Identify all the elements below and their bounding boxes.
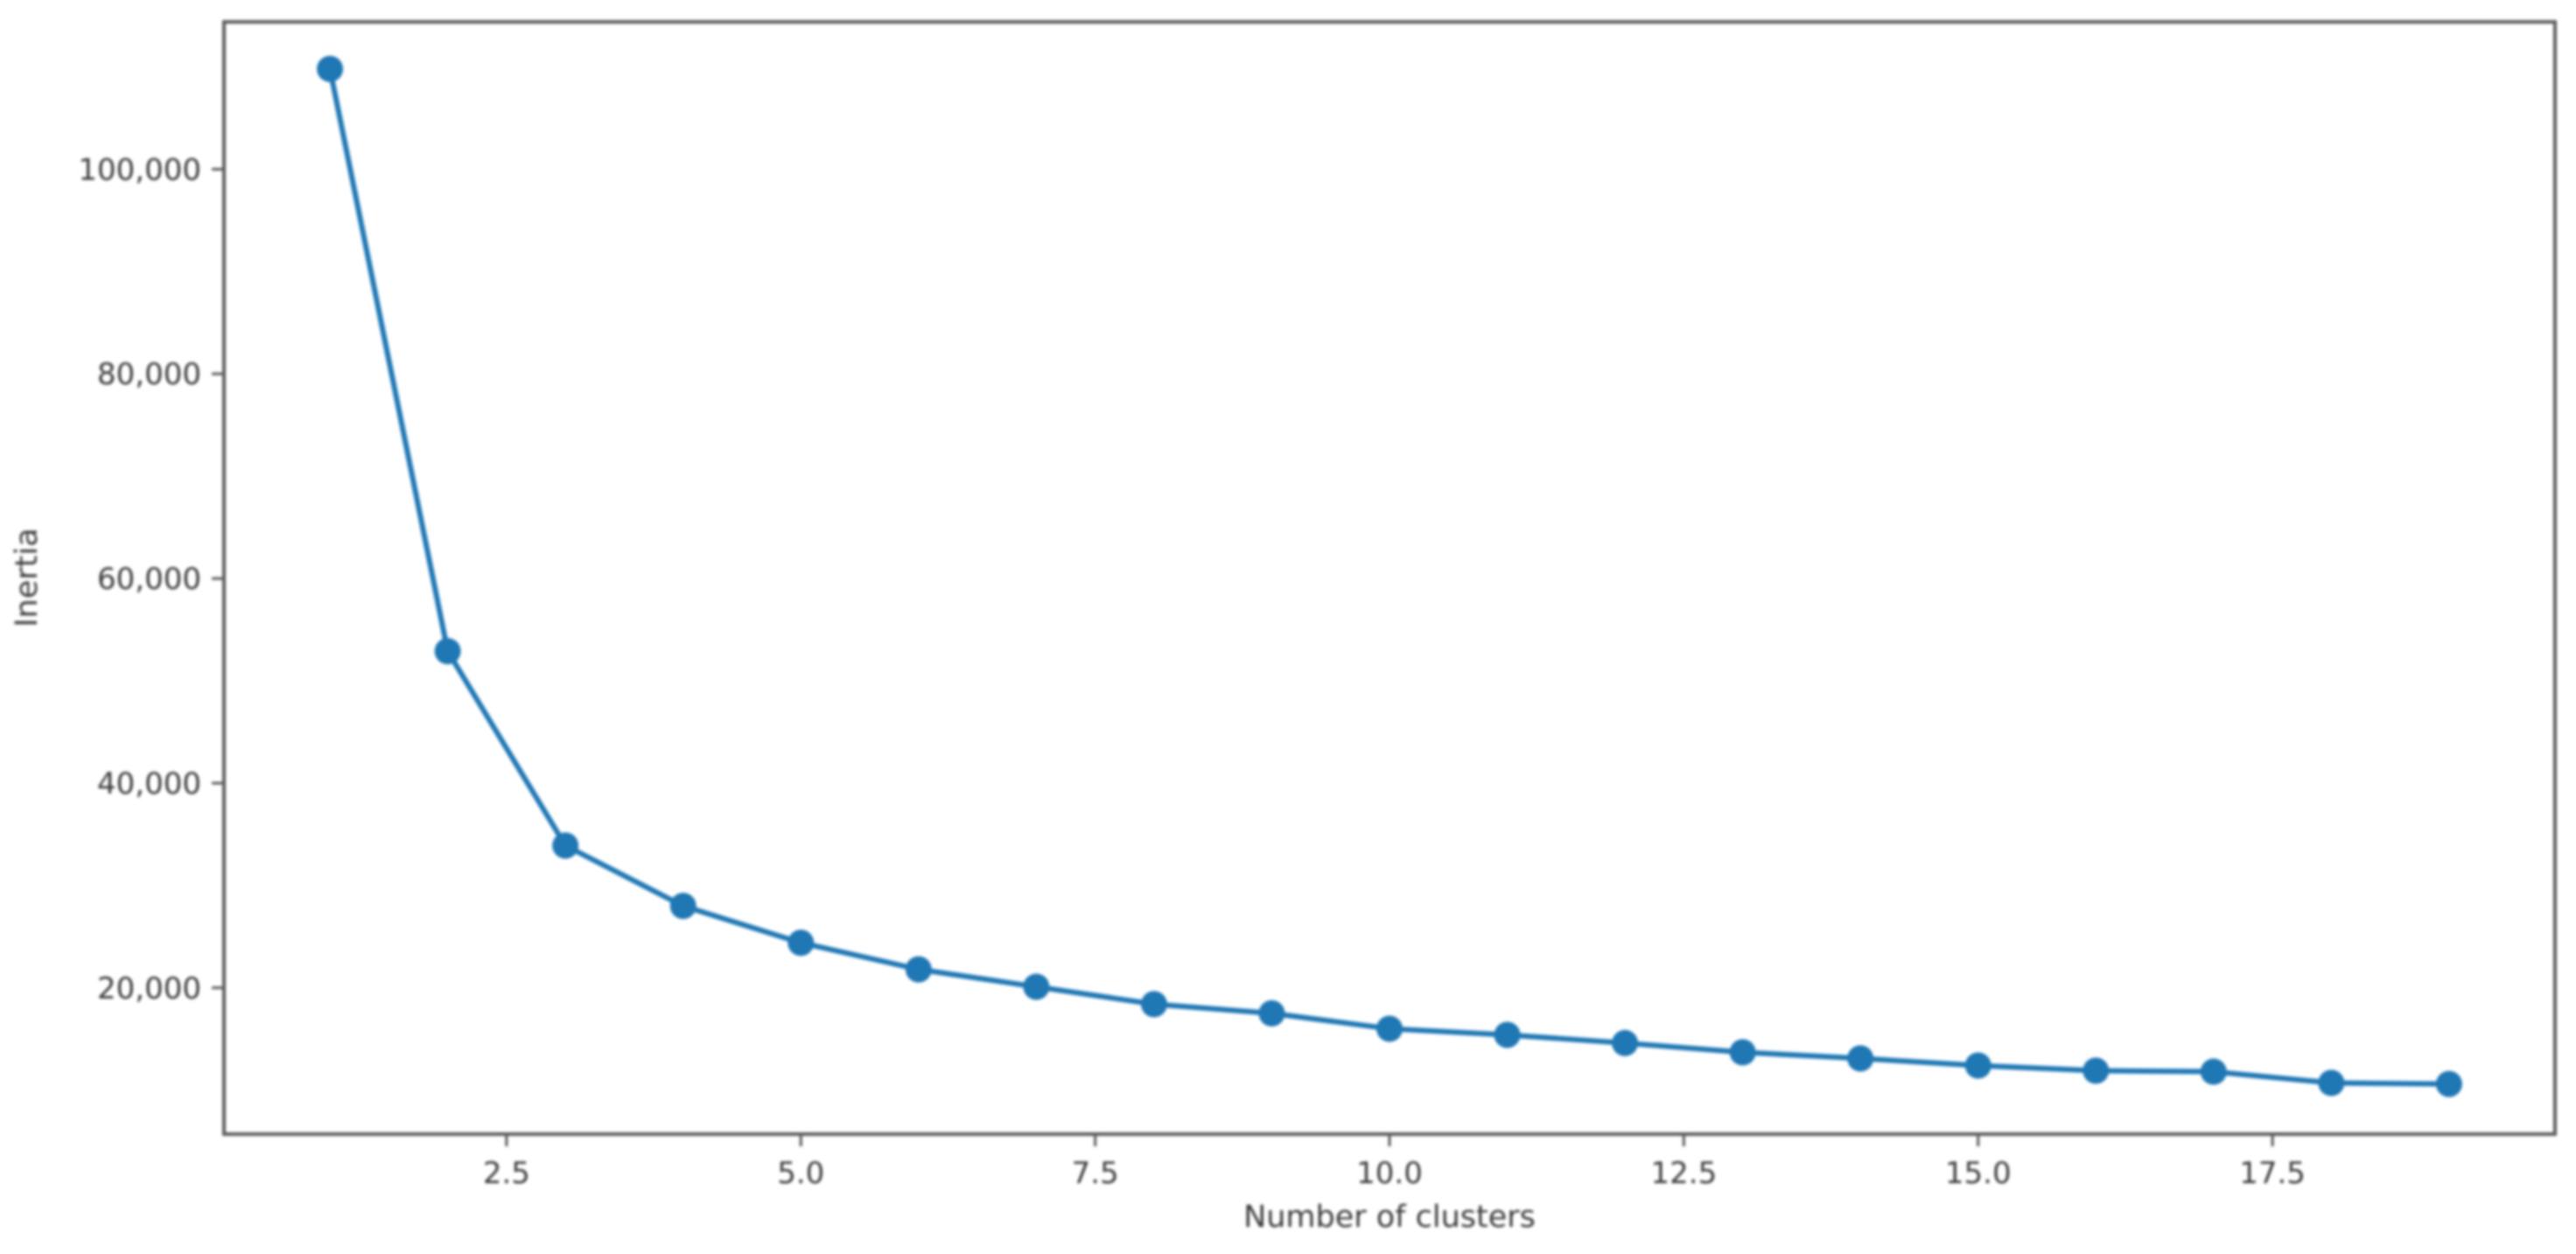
data-point xyxy=(2200,1058,2227,1085)
y-tick-label: 100,000 xyxy=(78,152,201,187)
y-tick-label: 60,000 xyxy=(97,562,201,597)
x-tick-label: 5.0 xyxy=(777,1156,824,1191)
x-axis-label: Number of clusters xyxy=(1243,1200,1536,1235)
y-tick-label: 20,000 xyxy=(97,971,201,1006)
data-point xyxy=(434,638,461,665)
axis-ticks: 2.5 5.0 7.5 10.0 12.5 15.0 17.5 20,000 40,000 60,… xyxy=(78,152,2306,1191)
x-tick-label: 17.5 xyxy=(2239,1156,2306,1191)
series-line xyxy=(327,66,2452,1087)
data-point xyxy=(669,893,696,920)
data-point xyxy=(1729,1039,1756,1066)
x-tick-label: 2.5 xyxy=(483,1156,530,1191)
data-point xyxy=(788,929,815,956)
data-series xyxy=(317,55,2462,1097)
data-point xyxy=(2082,1057,2110,1084)
data-point xyxy=(1494,1021,1521,1048)
x-tick-label: 15.0 xyxy=(1945,1156,2012,1191)
data-point xyxy=(1847,1045,1874,1072)
plot-area-border xyxy=(222,20,2557,1136)
data-point xyxy=(1140,991,1167,1018)
data-point xyxy=(905,956,932,983)
data-point xyxy=(1376,1015,1403,1042)
x-tick-label: 10.0 xyxy=(1356,1156,1423,1191)
data-point xyxy=(2318,1069,2345,1096)
data-point xyxy=(317,55,344,82)
y-tick-label: 40,000 xyxy=(97,767,201,802)
data-point xyxy=(552,832,579,859)
data-point xyxy=(1612,1029,1639,1056)
x-tick-label: 12.5 xyxy=(1651,1156,1718,1191)
data-point xyxy=(1023,973,1050,1000)
x-tick-label: 7.5 xyxy=(1072,1156,1119,1191)
data-point xyxy=(1964,1052,1992,1079)
data-point xyxy=(1258,1000,1285,1027)
y-tick-label: 80,000 xyxy=(97,357,201,392)
data-point xyxy=(2435,1070,2462,1097)
y-axis-label: Inertia xyxy=(10,528,45,627)
